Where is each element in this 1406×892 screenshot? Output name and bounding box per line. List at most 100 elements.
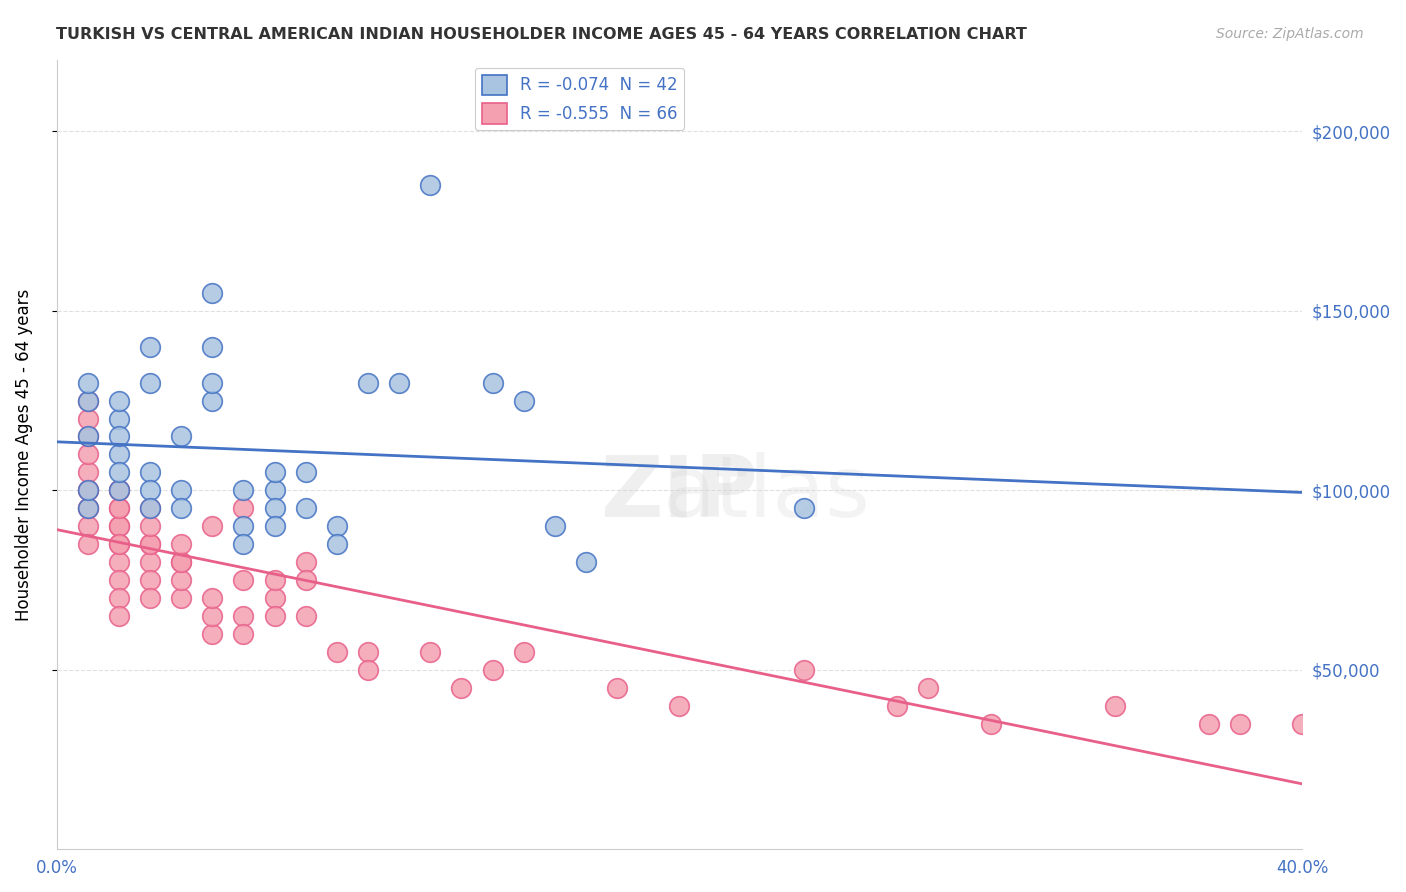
Point	[108, 466, 131, 480]
Point	[170, 483, 193, 498]
Point	[294, 555, 316, 569]
Point	[108, 519, 131, 533]
Point	[201, 393, 224, 408]
Point	[450, 681, 472, 695]
Point	[108, 609, 131, 624]
Point	[1198, 716, 1220, 731]
Point	[481, 376, 503, 390]
Point	[139, 555, 162, 569]
Point	[170, 501, 193, 516]
Point	[76, 519, 98, 533]
Point	[170, 573, 193, 587]
Point	[232, 519, 254, 533]
Point	[139, 537, 162, 551]
Point	[76, 429, 98, 443]
Point	[139, 501, 162, 516]
Point	[388, 376, 411, 390]
Point	[201, 627, 224, 641]
Point	[108, 393, 131, 408]
Y-axis label: Householder Income Ages 45 - 64 years: Householder Income Ages 45 - 64 years	[15, 288, 32, 621]
Point	[232, 501, 254, 516]
Point	[544, 519, 567, 533]
Point	[139, 483, 162, 498]
Point	[294, 501, 316, 516]
Point	[201, 591, 224, 605]
Point	[263, 483, 285, 498]
Point	[76, 393, 98, 408]
Point	[108, 573, 131, 587]
Point	[201, 340, 224, 354]
Point	[76, 483, 98, 498]
Point	[76, 501, 98, 516]
Point	[606, 681, 628, 695]
Point	[917, 681, 939, 695]
Point	[263, 519, 285, 533]
Point	[232, 483, 254, 498]
Point	[76, 483, 98, 498]
Point	[481, 663, 503, 677]
Point	[886, 698, 908, 713]
Point	[294, 573, 316, 587]
Point	[232, 573, 254, 587]
Point	[668, 698, 690, 713]
Point	[108, 519, 131, 533]
Point	[357, 663, 380, 677]
Point	[793, 663, 815, 677]
Point	[108, 483, 131, 498]
Point	[108, 483, 131, 498]
Point	[108, 591, 131, 605]
Point	[1291, 716, 1313, 731]
Point	[108, 501, 131, 516]
Point	[76, 537, 98, 551]
Point	[1104, 698, 1126, 713]
Point	[76, 501, 98, 516]
Point	[139, 340, 162, 354]
Point	[170, 537, 193, 551]
Point	[170, 555, 193, 569]
Point	[108, 447, 131, 461]
Point	[1229, 716, 1251, 731]
Point	[108, 555, 131, 569]
Point	[139, 537, 162, 551]
Point	[326, 519, 349, 533]
Point	[139, 573, 162, 587]
Point	[76, 466, 98, 480]
Point	[76, 411, 98, 425]
Point	[76, 447, 98, 461]
Legend: R = -0.074  N = 42, R = -0.555  N = 66: R = -0.074 N = 42, R = -0.555 N = 66	[475, 68, 685, 130]
Text: ZIP: ZIP	[600, 452, 758, 535]
Point	[575, 555, 598, 569]
Text: TURKISH VS CENTRAL AMERICAN INDIAN HOUSEHOLDER INCOME AGES 45 - 64 YEARS CORRELA: TURKISH VS CENTRAL AMERICAN INDIAN HOUSE…	[56, 27, 1028, 42]
Point	[357, 645, 380, 659]
Point	[357, 376, 380, 390]
Point	[108, 501, 131, 516]
Point	[326, 537, 349, 551]
Text: atlas: atlas	[662, 452, 870, 535]
Point	[201, 376, 224, 390]
Point	[170, 591, 193, 605]
Point	[263, 609, 285, 624]
Point	[108, 411, 131, 425]
Point	[108, 537, 131, 551]
Point	[108, 429, 131, 443]
Point	[139, 591, 162, 605]
Point	[793, 501, 815, 516]
Point	[326, 645, 349, 659]
Point	[170, 555, 193, 569]
Point	[201, 609, 224, 624]
Point	[263, 501, 285, 516]
Point	[263, 573, 285, 587]
Point	[232, 627, 254, 641]
Point	[139, 501, 162, 516]
Point	[232, 537, 254, 551]
Point	[76, 393, 98, 408]
Point	[419, 645, 441, 659]
Point	[263, 466, 285, 480]
Point	[76, 376, 98, 390]
Point	[232, 609, 254, 624]
Point	[512, 645, 534, 659]
Point	[108, 537, 131, 551]
Point	[139, 466, 162, 480]
Point	[170, 429, 193, 443]
Point	[263, 591, 285, 605]
